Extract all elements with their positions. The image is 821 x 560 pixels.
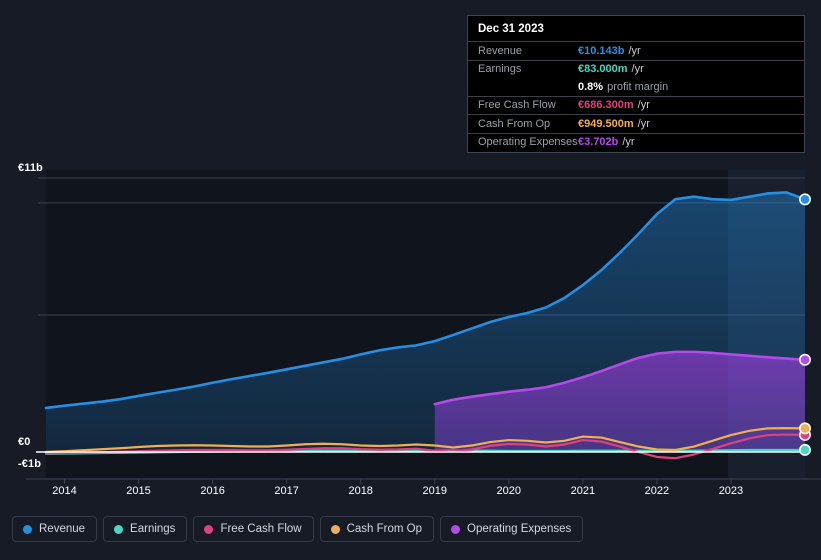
financial-area-chart	[26, 170, 821, 484]
legend-item-cash-from-op[interactable]: Cash From Op	[319, 516, 435, 542]
tooltip-profit-margin-label: profit margin	[607, 80, 669, 93]
legend-item-label: Revenue	[39, 523, 86, 535]
legend-item-earnings[interactable]: Earnings	[103, 516, 188, 542]
data-tooltip: Dec 31 2023 Revenue €10.143b/yr Earnings €8…	[467, 15, 805, 153]
y-axis-label: €0	[18, 436, 31, 448]
x-axis-label: 2015	[126, 485, 151, 497]
y-axis-label: €11b	[18, 162, 43, 174]
tooltip-metric-unit: /yr	[637, 117, 650, 130]
y-axis-label: -€1b	[18, 458, 42, 470]
tooltip-metric-value: €83.000m	[578, 63, 628, 76]
x-axis-label: 2020	[496, 485, 522, 497]
x-axis-label: 2021	[570, 485, 596, 497]
tooltip-metric-value: €949.500m	[578, 117, 634, 130]
tooltip-metric-unit: /yr	[637, 99, 650, 112]
legend-item-operating-expenses[interactable]: Operating Expenses	[440, 516, 584, 542]
legend-item-label: Earnings	[130, 523, 176, 535]
tooltip-metric-name: Operating Expenses	[478, 136, 578, 149]
tooltip-metric-value: €3.702b	[578, 136, 619, 149]
x-axis-label: 2016	[200, 485, 225, 497]
legend-item-label: Operating Expenses	[467, 523, 572, 535]
legend-color-dot	[204, 524, 214, 534]
legend-color-dot	[330, 524, 340, 534]
legend-item-free-cash-flow[interactable]: Free Cash Flow	[193, 516, 314, 542]
tooltip-metric-name: Cash From Op	[478, 117, 551, 130]
legend-item-label: Cash From Op	[346, 523, 423, 535]
tooltip-profit-margin-value: 0.8%	[578, 80, 604, 93]
tooltip-profit-margin-row: 0.8% profit margin	[468, 78, 804, 96]
x-axis-label: 2018	[348, 485, 373, 497]
tooltip-row: Earnings €83.000m/yr	[468, 59, 804, 79]
legend-color-dot	[451, 524, 461, 534]
legend-item-label: Free Cash Flow	[220, 523, 302, 535]
tooltip-row: Operating Expenses €3.702b/yr	[468, 132, 804, 152]
x-axis-label: 2014	[52, 485, 77, 497]
tooltip-row: Free Cash Flow €686.300m/yr	[468, 95, 804, 115]
tooltip-metric-value: €686.300m	[578, 99, 634, 112]
legend-item-revenue[interactable]: Revenue	[12, 516, 98, 542]
legend-color-dot	[114, 524, 124, 534]
tooltip-metric-name: Earnings	[478, 63, 522, 76]
x-axis-label: 2017	[274, 485, 299, 497]
tooltip-metric-name: Free Cash Flow	[478, 99, 556, 112]
x-axis-label: 2019	[422, 485, 447, 497]
tooltip-metric-unit: /yr	[628, 44, 641, 57]
tooltip-metric-name: Revenue	[478, 44, 523, 57]
tooltip-rows: Revenue €10.143b/yr Earnings €83.000m/yr 0.8…	[468, 41, 804, 151]
tooltip-date: Dec 31 2023	[478, 23, 544, 35]
x-axis-label: 2023	[718, 485, 744, 497]
tooltip-row: Cash From Op €949.500m/yr	[468, 114, 804, 133]
tooltip-metric-unit: /yr	[622, 136, 635, 149]
chart-legend[interactable]: Revenue Earnings Free Cash Flow Cash From O…	[12, 516, 584, 542]
tooltip-row: Revenue €10.143b/yr	[468, 41, 804, 60]
tooltip-metric-value: €10.143b	[578, 44, 625, 57]
x-axis-label: 2022	[644, 485, 670, 497]
chart-plot-area	[26, 170, 821, 484]
tooltip-metric-unit: /yr	[631, 63, 644, 76]
legend-color-dot	[23, 524, 32, 534]
